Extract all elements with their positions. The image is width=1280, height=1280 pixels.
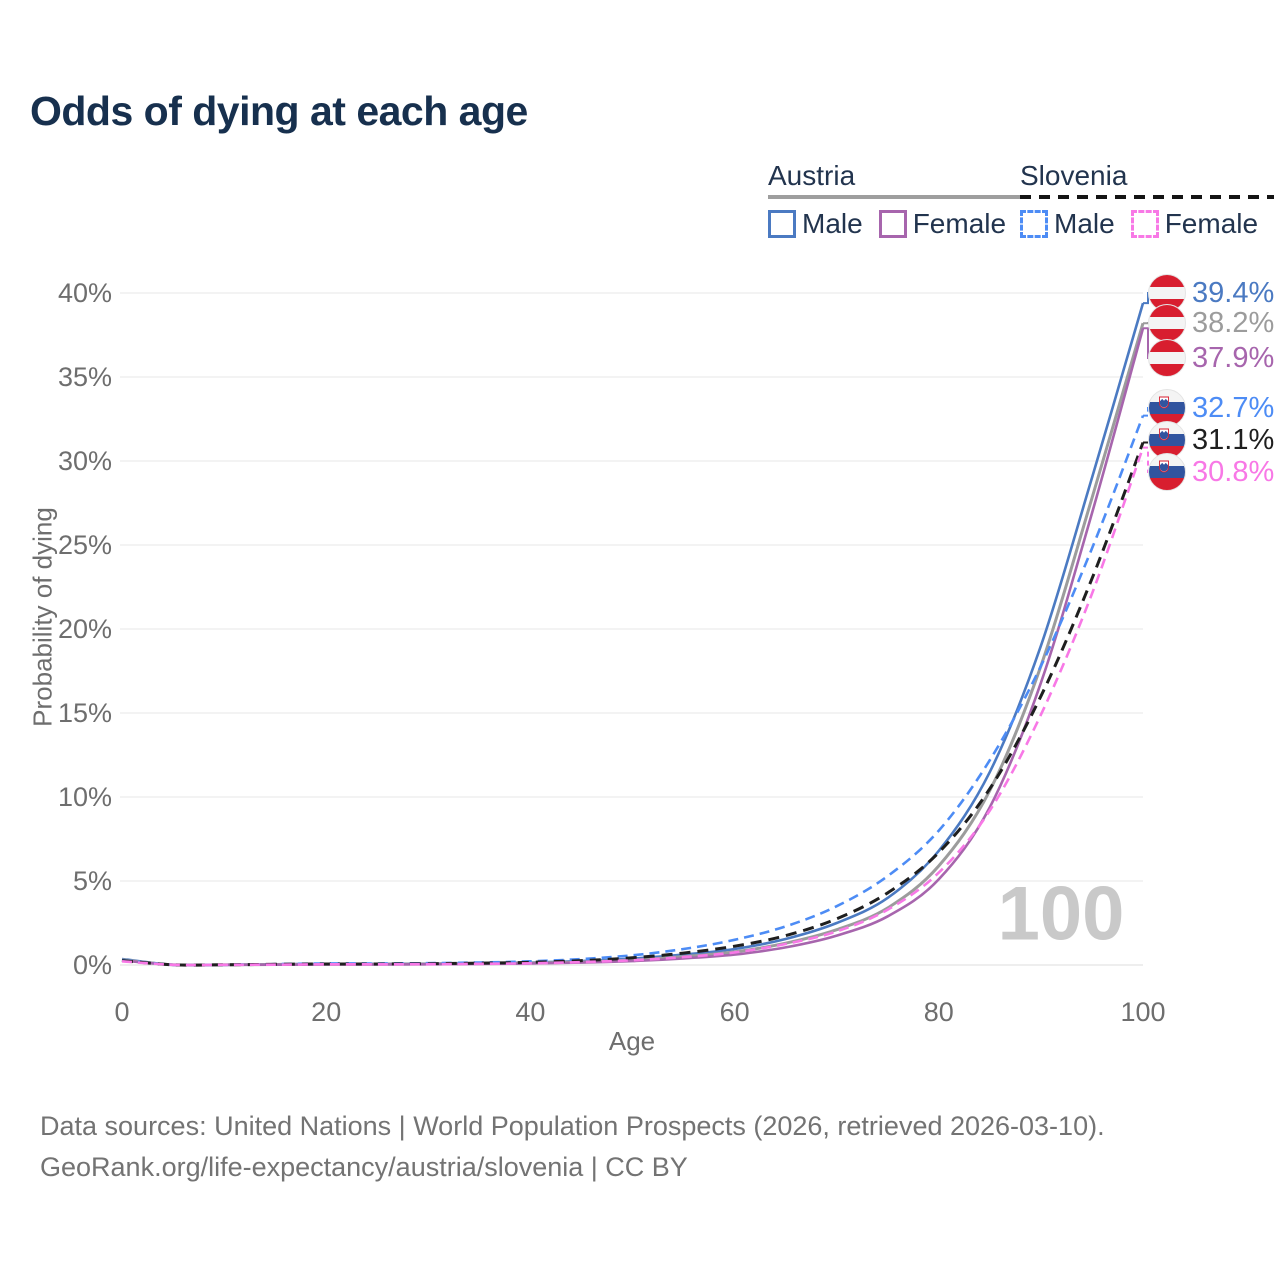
austria-female-swatch-icon <box>878 210 907 238</box>
y-tick-label: 20% <box>58 614 112 644</box>
line-slovenia-both-sexes[interactable] <box>121 441 1145 967</box>
callout-connector-slovenia-both-sexes <box>1143 439 1149 444</box>
legend-label-austria-female: Female <box>912 208 1007 239</box>
x-tick-label: 40 <box>515 997 545 1027</box>
slovenia-flag-icon <box>1148 389 1186 427</box>
footer: Data sources: United Nations | World Pop… <box>40 1106 1105 1188</box>
line-slovenia-male[interactable] <box>121 415 1145 967</box>
legend-item-austria-female[interactable]: Female <box>878 208 1007 240</box>
end-value-slovenia-female: 30.8% <box>1192 456 1275 488</box>
x-tick-label: 20 <box>311 997 341 1027</box>
end-label-slovenia-male: 32.7% <box>1148 389 1274 427</box>
austria-flag-icon <box>1148 339 1186 377</box>
end-value-slovenia-both-sexes: 31.1% <box>1192 424 1275 456</box>
legend-label-slovenia-female: Female <box>1164 208 1259 239</box>
y-tick-label: 35% <box>58 362 112 392</box>
line-slovenia-female[interactable] <box>121 447 1145 967</box>
end-label-austria-female: 37.9% <box>1148 339 1274 377</box>
end-value-austria-male: 39.4% <box>1192 277 1275 309</box>
slovenia-flag-icon <box>1148 453 1186 491</box>
x-tick-label: 0 <box>114 997 129 1027</box>
age-cursor-watermark: 100 <box>997 871 1125 957</box>
legend-item-austria-male[interactable]: Male <box>768 208 863 240</box>
legend-label-austria-male: Male <box>802 208 863 239</box>
legend-group-austria: Austria Male Female <box>768 160 1023 240</box>
legend-label-slovenia-male: Male <box>1054 208 1115 239</box>
austria-flag-icon <box>1148 304 1186 342</box>
legend-country-austria: Austria <box>768 160 856 191</box>
line-austria-female[interactable] <box>121 327 1145 967</box>
y-tick-label: 30% <box>58 446 112 476</box>
end-value-austria-both-sexes: 38.2% <box>1192 307 1275 339</box>
x-tick-label: 80 <box>924 997 954 1027</box>
legend-item-slovenia-female[interactable]: Female <box>1130 208 1259 240</box>
slovenia-dashed-line-swatch <box>1020 195 1275 199</box>
y-tick-label: 15% <box>58 698 112 728</box>
page-title: Odds of dying at each age <box>30 88 528 134</box>
end-value-austria-female: 37.9% <box>1192 342 1275 374</box>
slovenia-male-swatch-icon <box>1020 210 1048 238</box>
data-source-line: Data sources: United Nations | World Pop… <box>40 1111 1105 1141</box>
line-austria-male[interactable] <box>121 302 1145 967</box>
line-austria-both-sexes[interactable] <box>121 322 1145 967</box>
end-label-austria-male: 39.4% <box>1148 274 1274 312</box>
end-label-slovenia-both-sexes: 31.1% <box>1148 421 1274 459</box>
y-tick-label: 10% <box>58 782 112 812</box>
legend-country-slovenia: Slovenia <box>1020 160 1128 191</box>
x-axis-title: Age <box>608 1026 656 1056</box>
end-label-slovenia-female: 30.8% <box>1148 453 1274 491</box>
legend-group-slovenia: Slovenia Male Female <box>1020 160 1275 240</box>
y-tick-label: 40% <box>58 278 112 308</box>
x-tick-label: 60 <box>720 997 750 1027</box>
austria-male-swatch-icon <box>768 210 796 238</box>
end-value-slovenia-male: 32.7% <box>1192 392 1275 424</box>
end-label-austria-both-sexes: 38.2% <box>1148 304 1274 342</box>
y-tick-label: 25% <box>58 530 112 560</box>
slovenia-female-swatch-icon <box>1130 210 1159 238</box>
attribution-line: GeoRank.org/life-expectancy/austria/slov… <box>40 1152 688 1182</box>
y-tick-label: 0% <box>73 950 112 980</box>
legend-item-slovenia-male[interactable]: Male <box>1020 208 1115 240</box>
y-tick-label: 5% <box>73 866 112 896</box>
x-tick-label: 100 <box>1120 997 1165 1027</box>
austria-solid-line-swatch <box>768 195 1023 199</box>
slovenia-flag-icon <box>1148 421 1186 459</box>
